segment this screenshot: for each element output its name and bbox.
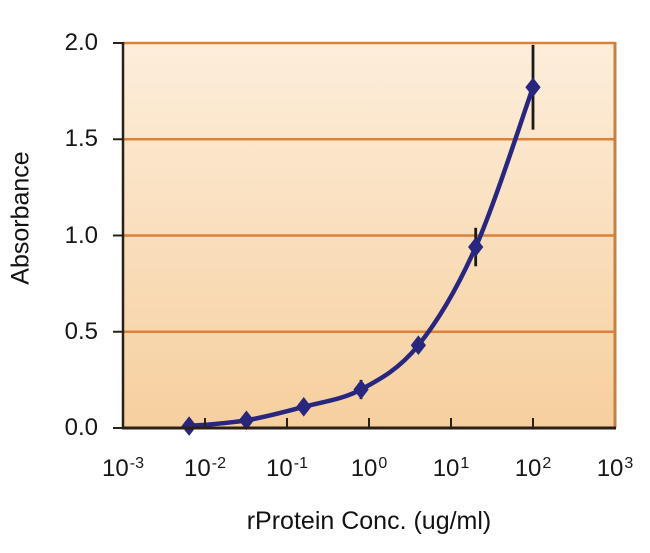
- data-point-marker: [353, 379, 369, 400]
- data-point-marker: [296, 397, 312, 417]
- data-point-marker: [181, 416, 197, 436]
- data-point-marker: [525, 77, 541, 98]
- data-point-marker: [410, 335, 427, 356]
- gridline-layer: [123, 138, 615, 333]
- data-point-marker: [468, 237, 484, 257]
- data-series-layer: [181, 44, 541, 436]
- axis-layer: [113, 41, 617, 430]
